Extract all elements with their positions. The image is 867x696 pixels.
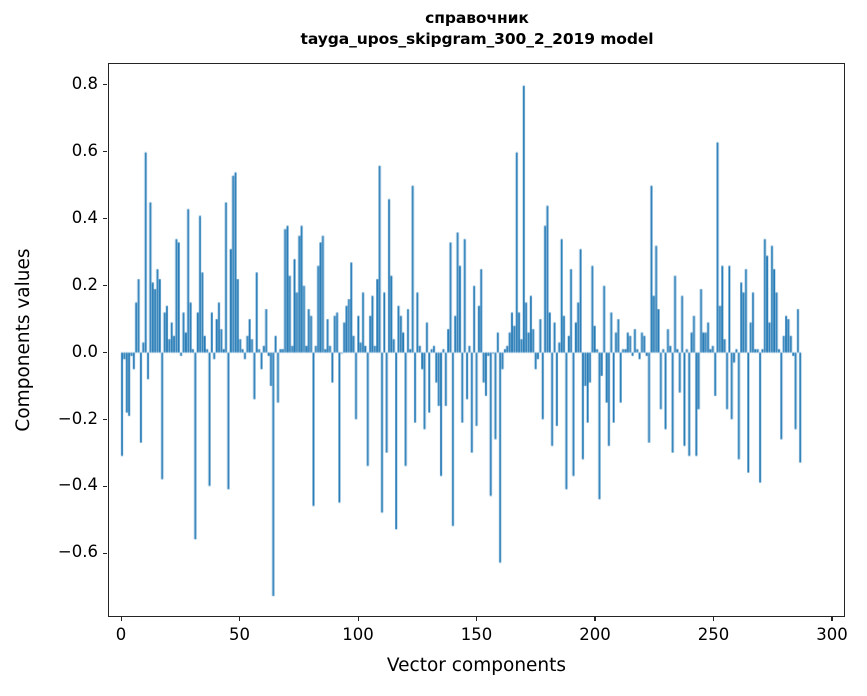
y-tick-label: 0.0 (71, 341, 98, 361)
x-tick-label: 150 (460, 625, 493, 644)
y-tick-label: −0.2 (57, 408, 98, 428)
x-tick-mark (120, 617, 122, 621)
y-tick-mark (103, 419, 107, 421)
x-tick-label: 300 (816, 625, 848, 644)
x-tick-label: 0 (115, 625, 127, 644)
y-tick-mark (103, 84, 107, 86)
x-tick-label: 250 (697, 625, 730, 644)
y-tick-mark (103, 485, 107, 488)
chart-title-line-1: справочник (425, 9, 529, 27)
chart-title-line-2: tayga_upos_skipgram_300_2_2019 model (300, 29, 654, 48)
y-tick-label: −0.6 (57, 542, 98, 562)
y-tick-mark (103, 285, 107, 287)
y-tick-label: 0.4 (71, 207, 98, 227)
y-tick-mark (103, 218, 107, 220)
x-tick-mark (831, 617, 833, 621)
x-tick-label: 100 (342, 625, 374, 644)
plot-axes (108, 63, 845, 617)
x-tick-mark (476, 617, 478, 621)
y-tick-mark (103, 552, 107, 555)
x-tick-mark (357, 617, 359, 621)
y-tick-label: 0.6 (71, 140, 98, 160)
y-tick-label: 0.2 (71, 274, 98, 294)
bar-series-canvas (109, 64, 844, 616)
y-tick-label: −0.4 (57, 475, 98, 495)
x-tick-label: 50 (229, 625, 251, 644)
x-tick-mark (712, 617, 715, 621)
x-tick-label: 200 (579, 625, 611, 644)
x-axis-label: Vector components (386, 655, 567, 676)
x-tick-mark (239, 617, 241, 621)
y-tick-mark (103, 352, 107, 354)
y-tick-mark (103, 151, 107, 153)
chart-title: справочник tayga_upos_skipgram_300_2_201… (108, 8, 846, 50)
x-tick-mark (594, 617, 596, 621)
y-tick-label: 0.8 (71, 73, 98, 93)
